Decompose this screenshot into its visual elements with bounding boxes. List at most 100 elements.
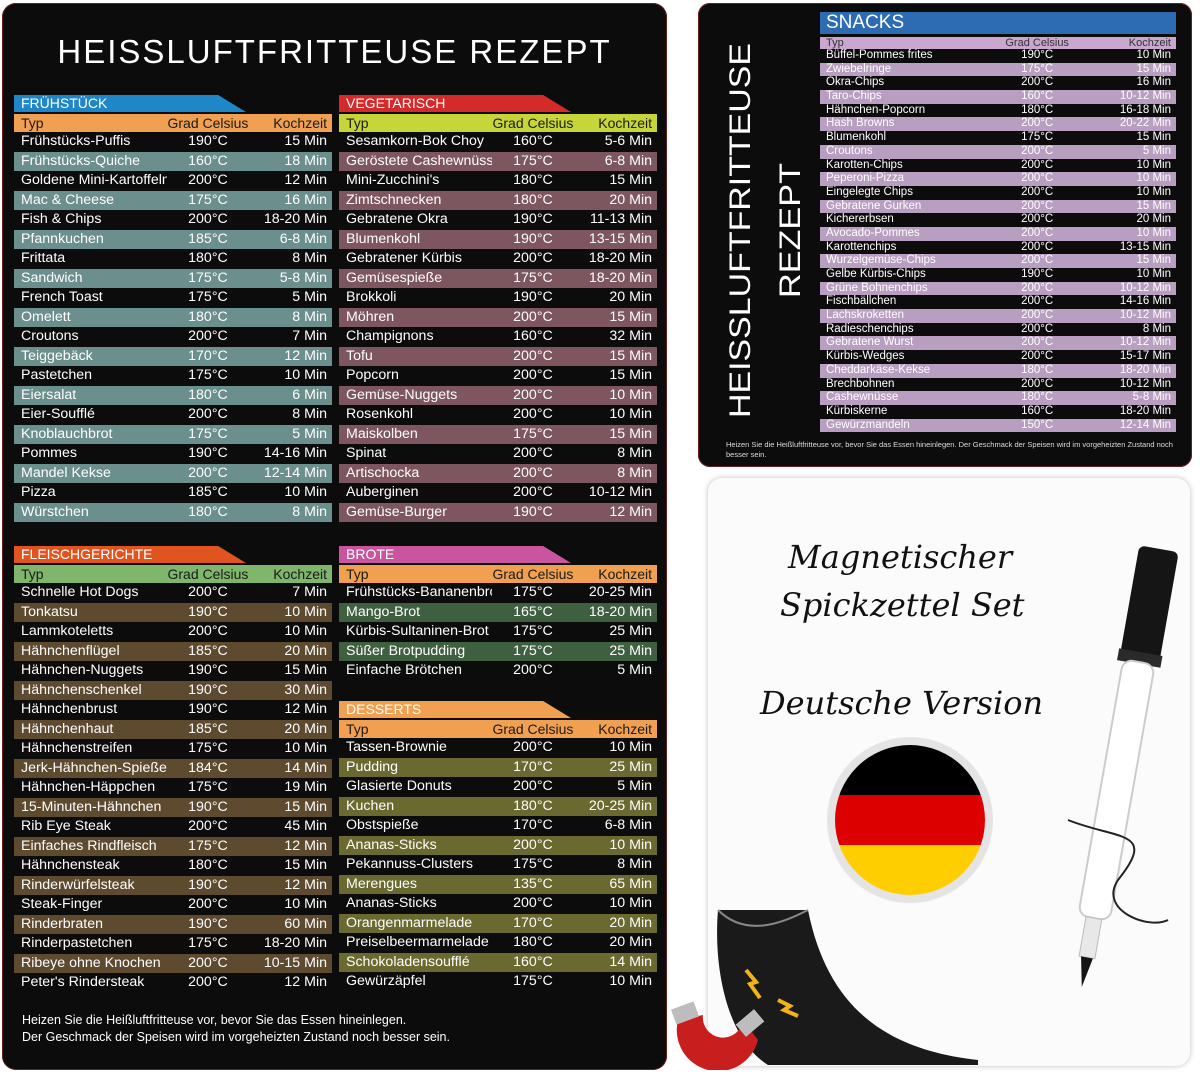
- cell-temperature: 200°C: [1021, 185, 1054, 198]
- cell-temperature: 200°C: [1021, 295, 1054, 308]
- cell-time: 15 Min: [609, 172, 652, 188]
- table-row: Blumenkohl 190°C 13-15 Min: [339, 229, 657, 249]
- cell-temperature: 190°C: [513, 211, 553, 227]
- cell-temperature: 190°C: [188, 662, 228, 678]
- cell-time: 5 Min: [292, 425, 327, 442]
- section-title: DESSERTS: [339, 701, 571, 718]
- cell-temperature: 160°C: [1021, 90, 1054, 103]
- cell-time: 60 Min: [284, 915, 327, 932]
- cell-time: 15 Min: [1136, 62, 1171, 75]
- cell-time: 25 Min: [609, 758, 652, 775]
- table-row: Süßer Brotpudding 175°C 25 Min: [339, 641, 657, 661]
- cell-temperature: 175°C: [188, 425, 228, 442]
- cell-type: Gemüse-Burger: [346, 503, 447, 520]
- cell-temperature: 200°C: [188, 406, 228, 422]
- table-row: Zimtschnecken 180°C 20 Min: [339, 190, 657, 210]
- cell-time: 19 Min: [284, 779, 327, 795]
- cell-temperature: 190°C: [1021, 268, 1054, 280]
- snack-row: Hash Browns 200°C 20-22 Min: [820, 117, 1176, 132]
- cell-temperature: 175°C: [513, 584, 553, 600]
- cell-time: 25 Min: [609, 623, 652, 639]
- cell-time: 10 Min: [609, 836, 652, 853]
- cell-temperature: 170°C: [513, 914, 553, 931]
- cell-type: Geröstete Cashewnüsse: [346, 152, 492, 169]
- cell-type: Frühstücks-Bananenbrot: [346, 584, 492, 600]
- table-row: Frühstücks-Puffis 190°C 15 Min: [14, 132, 332, 152]
- cell-type: Steak-Finger: [21, 896, 103, 912]
- cell-type: Frittata: [21, 250, 66, 266]
- marker-pen-icon: [1067, 546, 1178, 988]
- snack-row: Blumenkohl 175°C 15 Min: [820, 131, 1176, 145]
- cell-type: Karotten-Chips: [826, 158, 903, 171]
- cell-temperature: 200°C: [513, 484, 553, 500]
- cell-temperature: 200°C: [513, 836, 553, 853]
- cell-type: Brokkoli: [346, 289, 397, 305]
- cell-temperature: 200°C: [1021, 350, 1054, 363]
- cell-time: 8 Min: [617, 445, 652, 461]
- column-time: Kochzeit: [273, 566, 327, 582]
- table-row: Hähnchenschenkel 190°C 30 Min: [14, 680, 332, 700]
- cell-type: Croutons: [21, 328, 79, 344]
- cell-temperature: 185°C: [188, 720, 228, 737]
- cell-type: Blumenkohl: [826, 131, 887, 144]
- cell-time: 10-12 Min: [1119, 309, 1171, 322]
- cell-temperature: 200°C: [188, 584, 228, 600]
- table-row: Merengues 135°C 65 Min: [339, 874, 657, 894]
- cell-time: 15 Min: [1136, 131, 1171, 144]
- cell-type: Kürbis-Sultaninen-Brot: [346, 623, 489, 639]
- cell-temperature: 200°C: [1021, 377, 1054, 390]
- snack-row: Grüne Bohnenchips 200°C 10-12 Min: [820, 281, 1176, 296]
- snack-row: Radieschenchips 200°C 8 Min: [820, 322, 1176, 337]
- column-time: Kochzeit: [598, 566, 652, 582]
- snack-row: Kürbis-Wedges 200°C 15-17 Min: [820, 350, 1176, 364]
- cell-time: 18-20 Min: [1119, 363, 1171, 376]
- cell-time: 10 Min: [284, 740, 327, 756]
- table-row: Ananas-Sticks 200°C 10 Min: [339, 894, 657, 914]
- cell-type: Lammkoteletts: [21, 623, 114, 639]
- cell-time: 10 Min: [284, 896, 327, 912]
- cell-time: 18-20 Min: [588, 250, 652, 266]
- cell-time: 10-12 Min: [588, 484, 652, 500]
- snack-row: Zwiebelringe 175°C 15 Min: [820, 62, 1176, 77]
- cell-temperature: 185°C: [188, 642, 228, 659]
- cell-time: 8 Min: [292, 503, 327, 520]
- section-title: FRÜHSTÜCK: [14, 95, 246, 112]
- cell-time: 10 Min: [284, 484, 327, 500]
- table-row: Pfannkuchen 185°C 6-8 Min: [14, 229, 332, 249]
- cell-time: 15 Min: [284, 133, 327, 149]
- cell-time: 13-15 Min: [588, 230, 652, 247]
- cell-type: Gebratene Okra: [346, 211, 448, 227]
- cell-time: 12 Min: [284, 837, 327, 854]
- cell-time: 18-20 Min: [1119, 404, 1171, 417]
- cell-temperature: 175°C: [513, 973, 553, 989]
- cell-temperature: 200°C: [1021, 117, 1054, 130]
- table-row: Peter's Rindersteak 200°C 12 Min: [14, 973, 332, 993]
- cell-temperature: 175°C: [513, 269, 553, 286]
- cell-temperature: 200°C: [1021, 281, 1054, 294]
- column-time: Kochzeit: [273, 115, 327, 131]
- table-row: Mac & Cheese 175°C 16 Min: [14, 190, 332, 210]
- cell-type: Gebratene Gurken: [826, 199, 922, 212]
- cell-type: Gebratener Kürbis: [346, 250, 462, 266]
- vertical-title-line-1: HEISSLUFTFRITTEUSE: [724, 43, 757, 418]
- table-row: Rinderbraten 190°C 60 Min: [14, 914, 332, 934]
- table-row: Champignons 160°C 32 Min: [339, 327, 657, 347]
- table-row: Würstchen 180°C 8 Min: [14, 502, 332, 522]
- cell-type: Büffel-Pommes frites: [826, 49, 933, 61]
- table-row: Gemüse-Burger 190°C 12 Min: [339, 502, 657, 522]
- cell-temperature: 160°C: [513, 133, 553, 149]
- table-row: Tonkatsu 190°C 10 Min: [14, 602, 332, 622]
- section-fleischgerichte: FLEISCHGERICHTE Typ Grad Celsius Kochzeit Sc…: [14, 546, 332, 993]
- table-row: Hähnchenstreifen 175°C 10 Min: [14, 739, 332, 759]
- table-row: Rib Eye Steak 200°C 45 Min: [14, 817, 332, 837]
- cell-type: Eiersalat: [21, 386, 77, 403]
- cell-time: 8 Min: [1142, 322, 1171, 335]
- cell-type: Eier-Soufflé: [21, 406, 95, 422]
- snacks-column-header: Typ Grad Celsius Kochzeit: [820, 37, 1176, 49]
- cell-temperature: 200°C: [1021, 336, 1054, 349]
- cell-temperature: 190°C: [1021, 49, 1054, 61]
- cell-type: Hähnchenstreifen: [21, 740, 133, 756]
- column-header: Typ Grad Celsius Kochzeit: [14, 565, 332, 583]
- table-row: Gebratener Kürbis 200°C 18-20 Min: [339, 249, 657, 269]
- table-row: Schokoladensoufflé 160°C 14 Min: [339, 952, 657, 972]
